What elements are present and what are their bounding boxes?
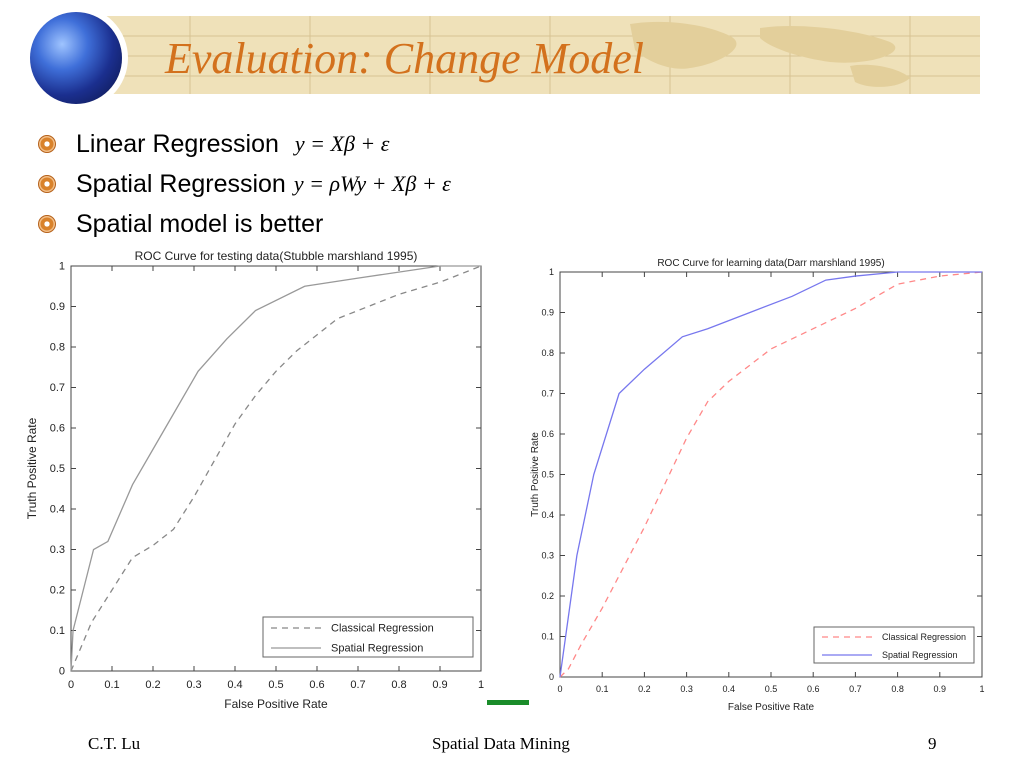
y-tick-label: 0.7 (541, 389, 554, 399)
x-axis-label: False Positive Rate (224, 697, 328, 711)
bullet-icon (38, 175, 56, 193)
y-tick-label: 1 (549, 267, 554, 277)
x-tick-label: 0.9 (934, 684, 947, 694)
x-tick-label: 1 (979, 684, 984, 694)
x-tick-label: 0.2 (145, 679, 160, 691)
footer-page-number: 9 (928, 734, 937, 753)
legend-box (813, 626, 975, 664)
footer-author: C.T. Lu (88, 734, 141, 753)
x-tick-label: 0.1 (104, 679, 119, 691)
legend-label: Spatial Regression (882, 650, 958, 660)
y-tick-label: 0 (549, 672, 554, 682)
y-tick-label: 0.6 (50, 423, 65, 435)
y-tick-label: 0.2 (50, 585, 65, 597)
bullet-item: Spatial model is better (38, 204, 451, 244)
globe-icon (30, 12, 122, 104)
x-tick-label: 1 (478, 679, 484, 691)
legend-label: Classical Regression (882, 632, 966, 642)
plot-frame (70, 265, 482, 672)
bullet-list: Linear Regression y = Xβ + ε Spatial Reg… (38, 124, 451, 244)
x-tick-label: 0 (557, 684, 562, 694)
x-tick-label: 0.7 (849, 684, 862, 694)
y-tick-label: 0 (59, 666, 65, 678)
roc-chart-learning: ROC Curve for learning data(Darr marshla… (528, 250, 996, 713)
y-tick-label: 0.2 (541, 591, 554, 601)
y-tick-label: 0.4 (50, 504, 65, 516)
bullet-item: Spatial Regression y = ρWy + Xβ + ε (38, 164, 451, 204)
x-tick-label: 0.7 (350, 679, 365, 691)
series-line-spatial (559, 271, 982, 678)
y-tick-label: 0.5 (541, 470, 554, 480)
x-tick-label: 0.2 (638, 684, 651, 694)
x-tick-label: 0.3 (186, 679, 201, 691)
y-axis-label: Truth Positive Rate (530, 432, 541, 517)
y-tick-label: 0.3 (541, 551, 554, 561)
formula-linear: y = Xβ + ε (294, 131, 390, 156)
series-line-spatial (70, 265, 481, 672)
y-tick-label: 0.1 (541, 632, 554, 642)
bullet-item: Linear Regression y = Xβ + ε (38, 124, 451, 164)
chart-svg-learning: ROC Curve for learning data(Darr marshla… (530, 258, 985, 713)
y-tick-label: 0.1 (50, 625, 65, 637)
x-tick-label: 0.8 (891, 684, 904, 694)
y-tick-label: 0.5 (50, 463, 65, 475)
x-tick-label: 0.6 (807, 684, 820, 694)
world-map-background (70, 16, 980, 94)
x-tick-label: 0 (68, 679, 74, 691)
plot-frame (559, 271, 983, 678)
bullet-icon (38, 135, 56, 153)
x-axis-label: False Positive Rate (728, 702, 815, 710)
x-tick-label: 0.9 (432, 679, 447, 691)
series-line-classical (70, 265, 482, 672)
bullet-text: Spatial model is better (76, 209, 324, 238)
y-tick-label: 0.8 (50, 342, 65, 354)
x-tick-label: 0.8 (391, 679, 406, 691)
y-tick-label: 0.7 (50, 382, 65, 394)
chart-title: ROC Curve for testing data(Stubble marsh… (135, 249, 418, 263)
slide-title: Evaluation: Change Model (165, 34, 645, 83)
y-axis-label: Truth Positive Rate (25, 417, 39, 519)
legend-label: Classical Regression (331, 623, 434, 635)
roc-chart-testing: ROC Curve for testing data(Stubble marsh… (20, 246, 490, 716)
bullet-icon (38, 215, 56, 233)
chart-title: ROC Curve for learning data(Darr marshla… (657, 258, 884, 269)
x-tick-label: 0.4 (723, 684, 736, 694)
bullet-text: Spatial Regression (76, 169, 286, 198)
legend-box (262, 616, 474, 658)
x-tick-label: 0.6 (309, 679, 324, 691)
x-tick-label: 0.1 (596, 684, 609, 694)
x-tick-label: 0.4 (227, 679, 242, 691)
formula-spatial: y = ρWy + Xβ + ε (293, 171, 451, 196)
chart-svg-testing: ROC Curve for testing data(Stubble marsh… (25, 249, 484, 711)
series-line-classical (559, 271, 983, 678)
y-tick-label: 0.9 (50, 301, 65, 313)
footer-course: Spatial Data Mining (432, 734, 570, 753)
y-tick-label: 0.9 (541, 308, 554, 318)
y-tick-label: 0.6 (541, 429, 554, 439)
x-tick-label: 0.5 (765, 684, 778, 694)
legend-label: Spatial Regression (331, 643, 423, 655)
accent-bar (487, 700, 529, 705)
y-tick-label: 0.4 (541, 510, 554, 520)
y-tick-label: 0.3 (50, 544, 65, 556)
bullet-text: Linear Regression (76, 129, 279, 158)
x-tick-label: 0.5 (268, 679, 283, 691)
title-banner (70, 16, 980, 94)
y-tick-label: 0.8 (541, 348, 554, 358)
y-tick-label: 1 (59, 261, 65, 273)
x-tick-label: 0.3 (680, 684, 693, 694)
